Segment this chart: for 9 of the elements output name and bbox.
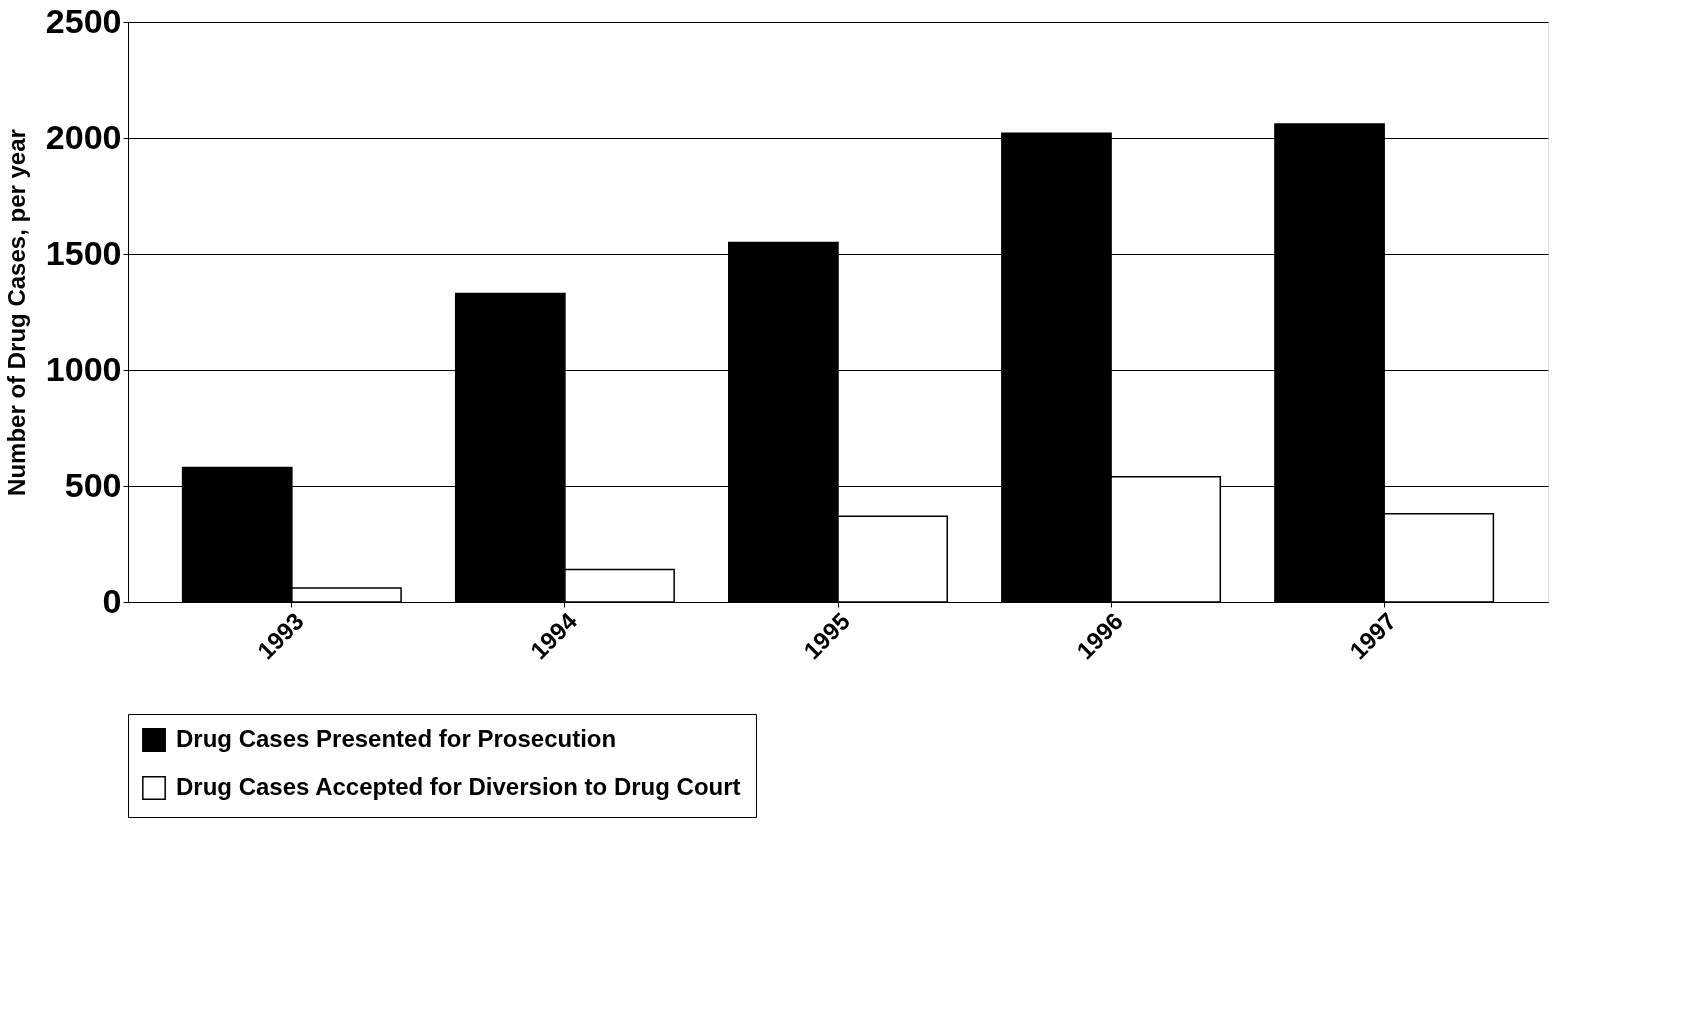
y-tick-label: 0 — [102, 581, 122, 620]
y-axis-title: Number of Drug Cases, per year — [2, 129, 30, 496]
y-tick-label: 1500 — [45, 233, 122, 272]
y-tick-label: 1000 — [45, 349, 122, 388]
y-tick-label: 500 — [64, 465, 122, 504]
y-tick-label: 2000 — [45, 117, 122, 156]
y-tick-label: 2500 — [45, 1, 122, 40]
legend-label: Drug Cases Presented for Prosecution — [176, 725, 617, 752]
legend-label: Drug Cases Accepted for Diversion to Drug Court — [176, 773, 741, 800]
